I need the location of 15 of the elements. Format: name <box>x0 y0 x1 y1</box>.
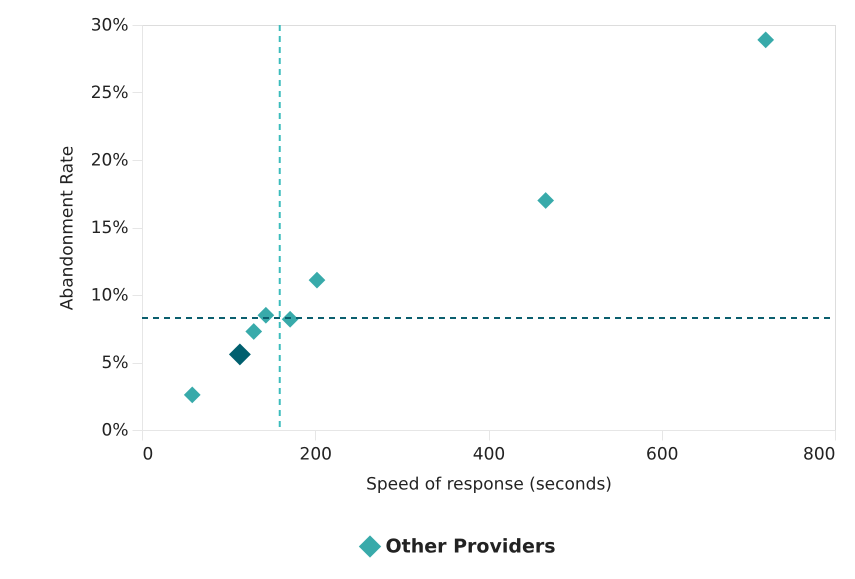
x-tick-label: 200 <box>300 444 332 464</box>
x-tick-label: 400 <box>472 444 506 464</box>
y-tick-label: 10% <box>90 286 128 306</box>
y-tick-label: 25% <box>90 83 128 103</box>
y-tick-label: 5% <box>102 353 128 373</box>
y-tick-label: 0% <box>102 420 128 440</box>
x-tick-label: 0 <box>142 444 154 464</box>
x-tick-label: 800 <box>803 444 836 464</box>
y-tick-label: 20% <box>90 150 128 170</box>
legend-label: Other Providers <box>386 536 556 558</box>
y-tick-label: 15% <box>90 218 128 238</box>
x-axis-title: Speed of response (seconds) <box>366 474 612 494</box>
y-tick-label: 30% <box>90 16 128 36</box>
y-axis-title: Abandonment Rate <box>58 146 78 310</box>
x-tick-label: 600 <box>646 444 678 464</box>
